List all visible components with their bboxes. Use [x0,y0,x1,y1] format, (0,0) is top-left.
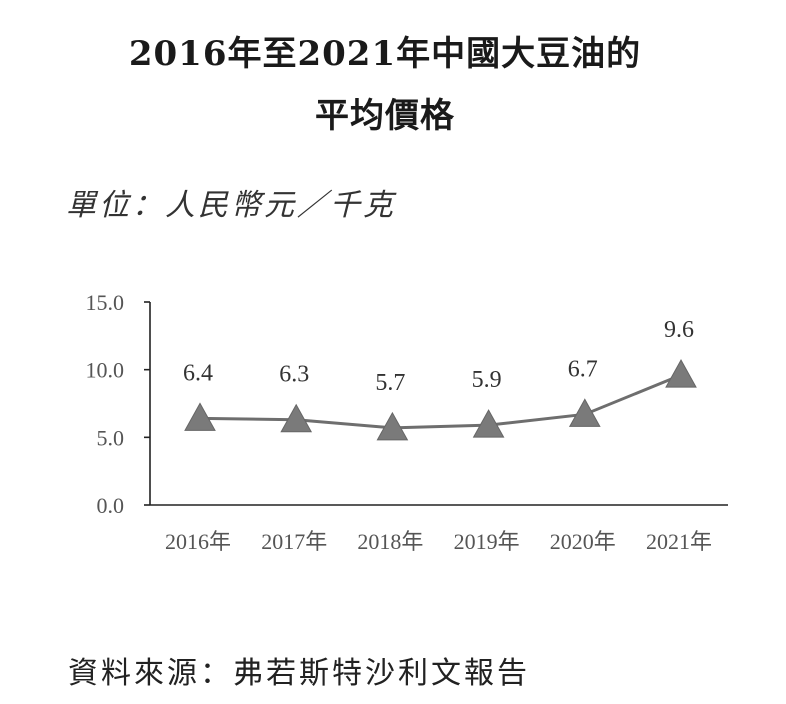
triangle-marker [280,403,313,433]
data-value-label: 5.7 [375,370,405,396]
data-value-label: 6.7 [568,356,598,382]
x-tick-label: 2021年 [646,529,712,554]
data-markers [184,359,697,441]
x-tick-label: 2018年 [357,529,423,554]
y-tick-label: 15.0 [86,290,125,315]
x-tick-label: 2019年 [454,529,520,554]
data-value-label: 6.3 [279,362,309,388]
data-value-label: 6.4 [183,360,213,386]
triangle-marker [184,402,216,431]
y-tick-label: 5.0 [97,425,125,450]
unit-label: 單位：人民幣元／千克 [66,188,396,223]
x-tick-labels: 2016年 2017年 2018年 2019年 2020年 2021年 [165,529,712,554]
x-tick-label: 2017年 [261,529,327,554]
source-note: 資料來源：弗若斯特沙利文報告 [68,656,530,691]
y-tick-label: 0.0 [97,493,125,518]
y-ticks: 0.0 5.0 10.0 15.0 [86,290,150,518]
triangle-marker [376,411,409,441]
data-value-label: 5.9 [472,367,502,393]
x-tick-label: 2020年 [550,529,616,554]
chart-title-line1: 2016年至2021年中國大豆油的 [128,34,642,74]
data-value-label: 9.6 [664,317,694,343]
series-line [199,373,682,430]
data-labels: 6.4 6.3 5.7 5.9 6.7 9.6 [183,317,694,396]
triangle-marker [665,359,697,388]
triangle-marker [472,409,505,438]
x-tick-label: 2016年 [165,529,231,554]
y-tick-label: 10.0 [86,358,125,383]
chart-title-line2: 平均價格 [315,96,455,136]
triangle-marker [568,398,601,427]
